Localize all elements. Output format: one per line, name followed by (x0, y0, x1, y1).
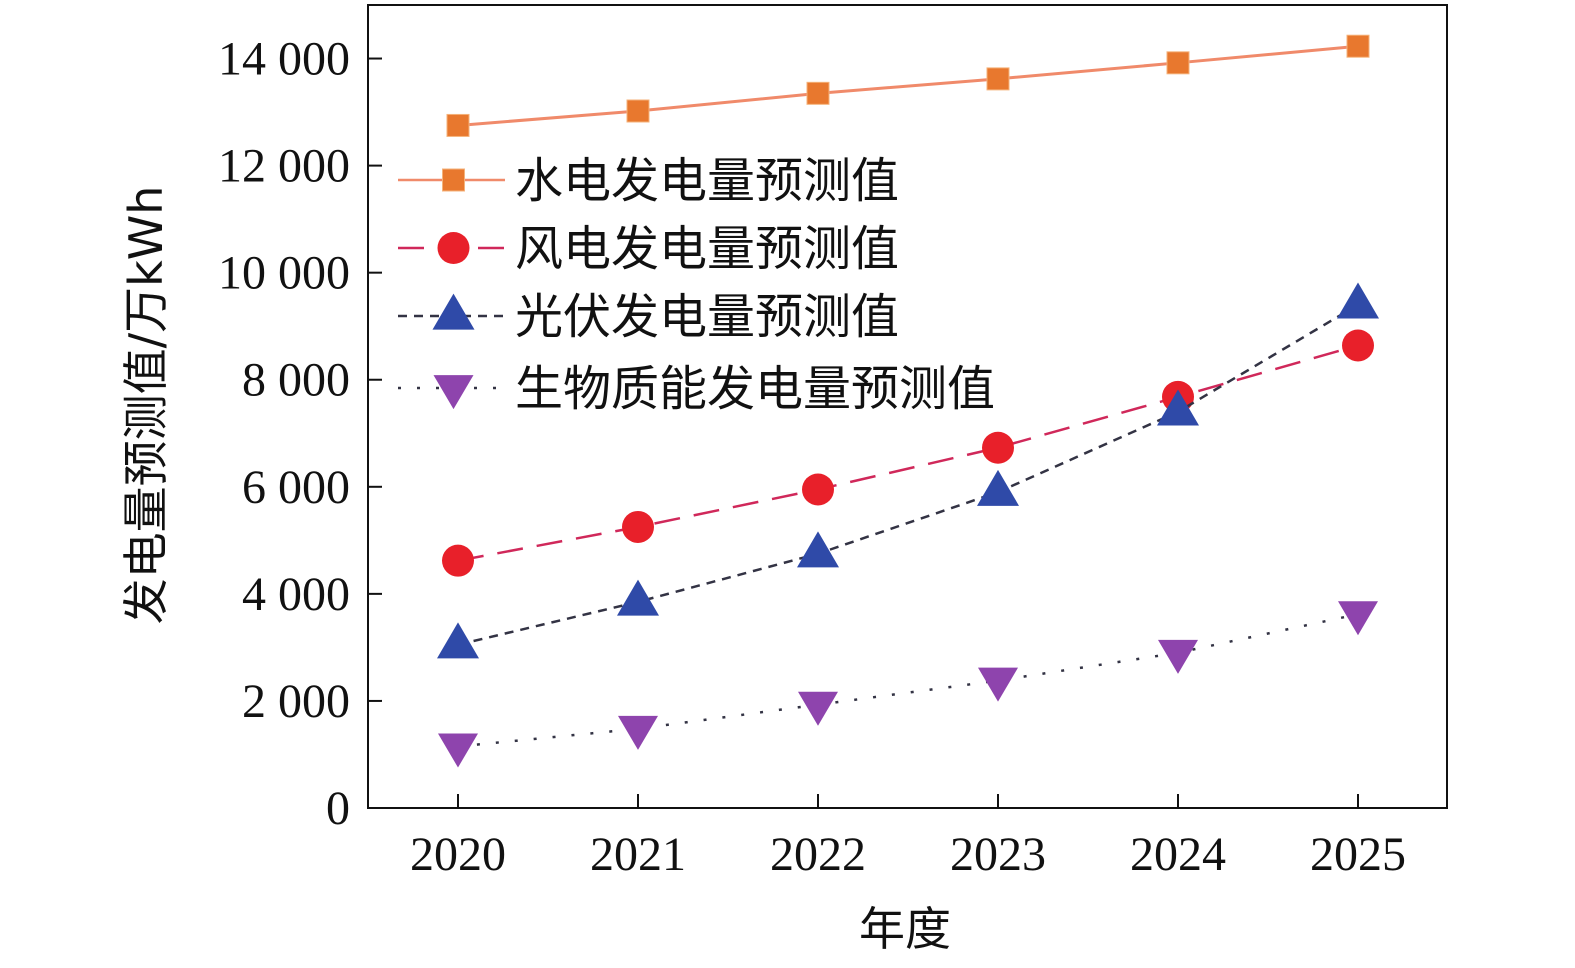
legend-marker (442, 168, 465, 192)
data-point (438, 733, 478, 768)
data-point (1342, 329, 1374, 362)
x-tick-label: 2025 (1310, 828, 1406, 881)
legend-marker (437, 232, 470, 264)
y-tick-label: 12 000 (218, 140, 350, 193)
y-tick-label: 10 000 (218, 247, 350, 300)
legend-item-1: 水电发电量预测值 (398, 153, 899, 209)
x-tick-label: 2021 (590, 828, 686, 881)
data-point (978, 667, 1018, 702)
data-point (617, 579, 659, 616)
series-3 (437, 282, 1379, 659)
x-tick-label: 2020 (410, 828, 506, 881)
legend-label: 风电发电量预测值 (515, 221, 899, 277)
data-point (437, 622, 479, 659)
y-tick-label: 6 000 (242, 461, 350, 514)
series-line (457, 44, 1359, 127)
x-tick-label: 2024 (1130, 828, 1226, 881)
series-line (457, 303, 1359, 646)
series-2 (442, 329, 1374, 577)
legend-item-3: 光伏发电量预测值 (398, 289, 899, 345)
x-tick-label: 2023 (950, 828, 1046, 881)
legend-item-4: 生物质能发电量预测值 (398, 361, 995, 417)
y-tick-label: 8 000 (242, 354, 350, 407)
series-line (457, 612, 1359, 748)
x-tick-label: 2022 (770, 828, 866, 881)
y-tick-label: 2 000 (242, 675, 350, 728)
data-point (1346, 34, 1370, 58)
data-point (798, 691, 838, 726)
y-tick-label: 0 (326, 782, 350, 835)
legend-marker (433, 375, 474, 410)
data-point (986, 67, 1010, 91)
data-point (442, 544, 474, 577)
data-point (982, 431, 1014, 464)
data-point (1158, 639, 1198, 674)
axes: 0 2 000 4 000 6 000 8 000 10 000 12 000 14 000 2… (218, 4, 1448, 881)
legend-label: 水电发电量预测值 (515, 153, 899, 209)
y-axis-title: 发电量预测值/万kWh (119, 186, 173, 625)
legend-label: 光伏发电量预测值 (515, 289, 899, 345)
series-line (457, 344, 1359, 562)
data-point (806, 81, 830, 105)
data-point (977, 469, 1019, 506)
data-point (1166, 51, 1190, 75)
data-point (802, 473, 834, 506)
data-point (618, 715, 658, 750)
data-point (1337, 282, 1379, 319)
y-tick-label: 14 000 (218, 33, 350, 86)
data-point (797, 531, 839, 568)
series-1 (446, 34, 1370, 137)
x-axis-title: 年度 (859, 902, 951, 956)
series-4 (438, 601, 1378, 768)
series-layer (437, 34, 1379, 768)
data-point (1157, 389, 1199, 426)
data-point (626, 99, 650, 123)
y-tick-label: 4 000 (242, 568, 350, 621)
data-point (446, 113, 470, 137)
legend-label: 生物质能发电量预测值 (515, 361, 995, 417)
data-point (622, 510, 654, 543)
plot-frame (367, 4, 1448, 809)
legend-marker (432, 293, 475, 330)
legend-item-2: 风电发电量预测值 (398, 221, 899, 277)
data-point (1338, 601, 1378, 636)
